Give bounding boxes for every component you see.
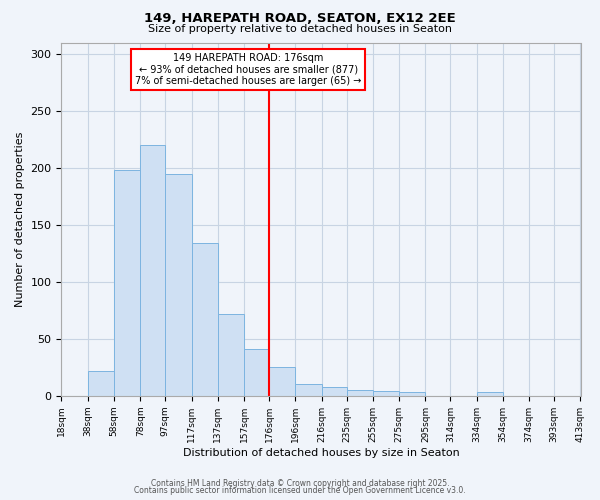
Text: Size of property relative to detached houses in Seaton: Size of property relative to detached ho… bbox=[148, 24, 452, 34]
Bar bbox=[88, 371, 114, 396]
Text: 149, HAREPATH ROAD, SEATON, EX12 2EE: 149, HAREPATH ROAD, SEATON, EX12 2EE bbox=[144, 12, 456, 26]
Bar bbox=[295, 384, 322, 396]
Text: 149 HAREPATH ROAD: 176sqm
← 93% of detached houses are smaller (877)
7% of semi-: 149 HAREPATH ROAD: 176sqm ← 93% of detac… bbox=[135, 53, 361, 86]
Bar bbox=[165, 174, 191, 396]
Bar bbox=[322, 386, 347, 396]
Bar bbox=[114, 170, 140, 396]
Y-axis label: Number of detached properties: Number of detached properties bbox=[15, 132, 25, 307]
Bar bbox=[399, 392, 425, 396]
Bar bbox=[191, 243, 218, 396]
Bar bbox=[476, 392, 503, 396]
Bar bbox=[373, 392, 399, 396]
Bar bbox=[269, 368, 295, 396]
Bar bbox=[347, 390, 373, 396]
Text: Contains HM Land Registry data © Crown copyright and database right 2025.: Contains HM Land Registry data © Crown c… bbox=[151, 478, 449, 488]
X-axis label: Distribution of detached houses by size in Seaton: Distribution of detached houses by size … bbox=[182, 448, 460, 458]
Bar bbox=[140, 145, 165, 396]
Text: Contains public sector information licensed under the Open Government Licence v3: Contains public sector information licen… bbox=[134, 486, 466, 495]
Bar bbox=[218, 314, 244, 396]
Bar bbox=[244, 349, 269, 396]
